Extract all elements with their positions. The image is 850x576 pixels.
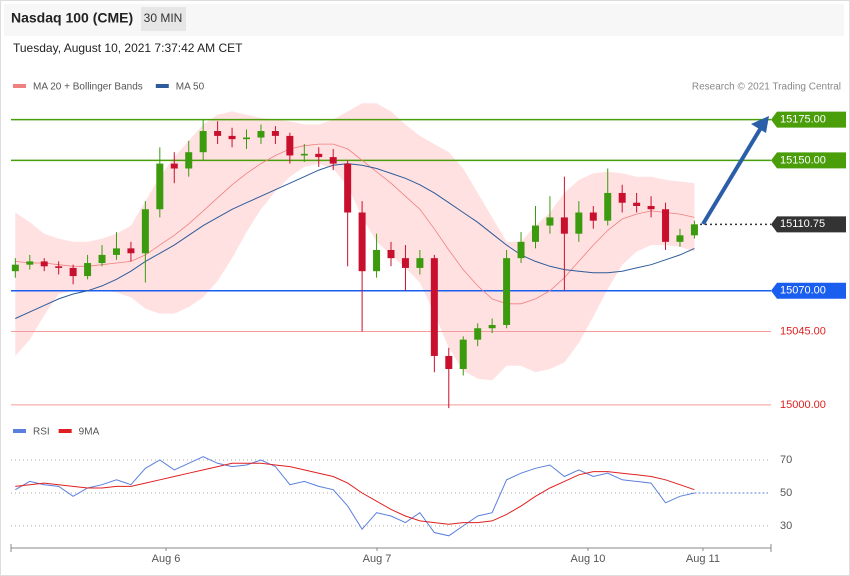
candle-body bbox=[676, 235, 684, 242]
candle-body bbox=[604, 192, 612, 221]
level-tag bbox=[771, 111, 846, 128]
y-tick-label: 30 bbox=[780, 520, 792, 532]
ma-line bbox=[15, 163, 695, 319]
candle-body bbox=[199, 131, 207, 153]
title: Nasdaq 100 (CME) bbox=[11, 10, 133, 26]
y-tick-label: 70 bbox=[780, 454, 792, 466]
legend-label: RSI bbox=[33, 427, 50, 438]
candle-body bbox=[69, 267, 77, 277]
candle-body bbox=[228, 135, 236, 140]
candle-body bbox=[40, 261, 48, 267]
level-label: 15000.00 bbox=[780, 399, 826, 411]
candle-body bbox=[127, 248, 135, 254]
candle-body bbox=[55, 266, 63, 268]
candle-body bbox=[84, 263, 92, 277]
candle-body bbox=[98, 254, 106, 264]
candle-body bbox=[141, 209, 149, 254]
x-tick-label: Aug 6 bbox=[152, 553, 181, 565]
candle-body bbox=[690, 224, 698, 236]
timestamp: Tuesday, August 10, 2021 7:37:42 AM CET bbox=[13, 41, 243, 55]
interval-button[interactable] bbox=[141, 7, 186, 31]
band-layer: 15175.00 15150.00 15110.75 15070.00 15045.00… bbox=[11, 103, 846, 411]
candle-body bbox=[517, 241, 525, 259]
candle-body bbox=[531, 225, 539, 242]
level-label: 15150.00 bbox=[780, 154, 826, 166]
level-label: 15045.00 bbox=[780, 325, 826, 337]
x-tick-label: Aug 7 bbox=[363, 553, 392, 565]
level-tag bbox=[771, 152, 846, 169]
candle-body bbox=[546, 217, 554, 226]
interval: 30 MIN bbox=[144, 11, 183, 25]
candle-body bbox=[358, 212, 366, 272]
rsi-line bbox=[15, 456, 695, 537]
credit: Research © 2021 Trading Central bbox=[692, 82, 841, 93]
level-label: 15070.00 bbox=[780, 285, 826, 297]
candle-body bbox=[11, 264, 19, 272]
legend-label: 9MA bbox=[79, 427, 100, 438]
rsi-line bbox=[15, 462, 695, 525]
candle-body bbox=[647, 205, 655, 210]
candle-body bbox=[662, 209, 670, 242]
candle-body bbox=[430, 258, 438, 356]
candle-body bbox=[589, 212, 597, 221]
candle-body bbox=[373, 250, 381, 272]
candle-body bbox=[459, 339, 467, 369]
level-tag bbox=[771, 282, 846, 299]
candle-body bbox=[560, 217, 568, 234]
x-tick-label: Aug 10 bbox=[570, 553, 605, 565]
legend-label: MA 20 + Bollinger Bands bbox=[33, 82, 143, 93]
candle-body bbox=[344, 163, 352, 213]
candle-body bbox=[112, 248, 120, 255]
candle-body bbox=[271, 131, 279, 136]
candle-body bbox=[401, 258, 409, 268]
main-layer: MA 20 + Bollinger Bands MA 50 Research © 2… bbox=[10, 82, 841, 565]
candle-body bbox=[243, 137, 251, 140]
candle-body bbox=[488, 324, 496, 329]
candle-body bbox=[170, 163, 178, 169]
candle-body bbox=[156, 163, 164, 210]
candle-body bbox=[445, 355, 453, 369]
level-label: 15110.75 bbox=[780, 218, 825, 230]
level-tag bbox=[771, 216, 846, 233]
candle-body bbox=[633, 202, 641, 206]
candle-body bbox=[474, 328, 482, 340]
candle-body bbox=[387, 250, 395, 259]
y-tick-label: 50 bbox=[780, 487, 792, 499]
candle-body bbox=[257, 131, 265, 138]
candle-body bbox=[286, 135, 294, 156]
arrow-head bbox=[751, 116, 769, 133]
candle-body bbox=[214, 131, 222, 136]
level-label: 15175.00 bbox=[780, 114, 826, 126]
legend-label: MA 50 bbox=[176, 82, 205, 93]
candle-body bbox=[315, 153, 323, 158]
candle-body bbox=[618, 192, 626, 203]
candle-body bbox=[416, 258, 424, 268]
candle-body bbox=[503, 258, 511, 325]
candle-body bbox=[300, 153, 308, 156]
candle-body bbox=[329, 157, 337, 164]
candle-body bbox=[26, 261, 34, 265]
candle-body bbox=[575, 212, 583, 234]
arrow-shaft bbox=[701, 124, 764, 226]
x-tick-label: Aug 11 bbox=[686, 553, 720, 565]
candle-body bbox=[185, 152, 193, 169]
ma-line bbox=[15, 143, 695, 305]
bollinger-band bbox=[15, 103, 695, 381]
